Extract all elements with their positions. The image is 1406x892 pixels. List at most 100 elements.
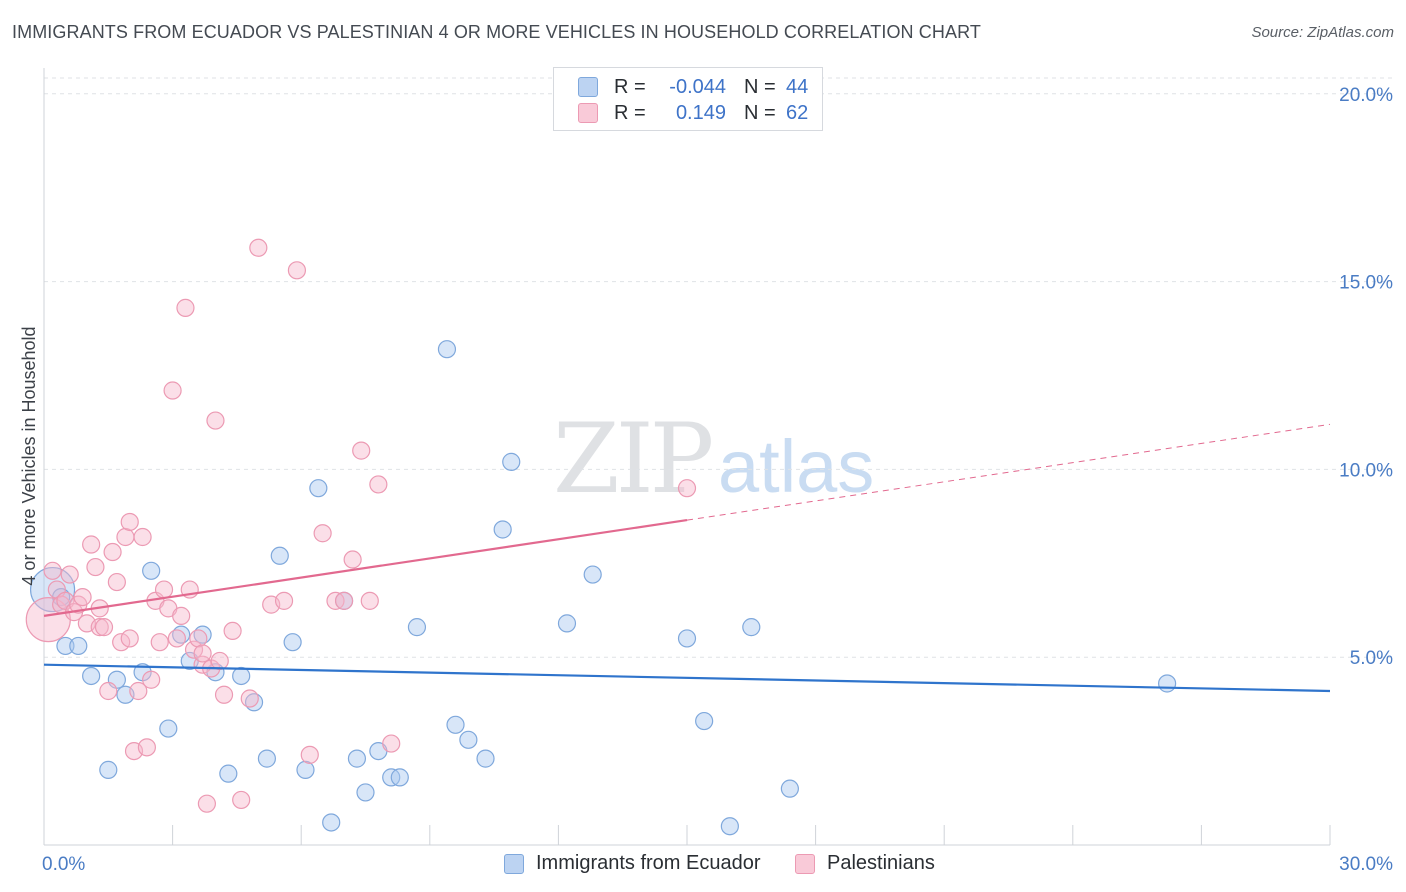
ecuador-point [142, 561, 161, 580]
legend-label-palestinians: Palestinians [827, 852, 935, 874]
ecuador-point [493, 520, 512, 539]
watermark-atlas: atlas [718, 425, 874, 508]
palestinians-trend-line-extension [686, 423, 1331, 521]
ecuador-point [390, 768, 409, 787]
ecuador-point [309, 479, 328, 498]
legend-n-value-ecuador: 44 [786, 75, 809, 98]
y-tick-labels: 5.0% 10.0% 15.0% 20.0% [1339, 85, 1393, 669]
x-tick-label-min: 0.0% [42, 854, 85, 875]
legend-label-ecuador: Immigrants from Ecuador [536, 852, 761, 874]
ecuador-point [742, 618, 761, 637]
legend-r-value-palestinians: 0.149 [675, 101, 726, 124]
legend-row-ecuador: R = -0.044 N = 44 [578, 75, 808, 99]
legend-swatch-ecuador [504, 853, 524, 874]
y-tick-label: 20.0% [1339, 85, 1393, 106]
ecuador-point [347, 749, 367, 768]
palestinians-point [86, 557, 105, 577]
palestinians-point [214, 685, 234, 704]
palestinians-point [60, 565, 79, 584]
palestinians-point [369, 475, 388, 494]
y-tick-label: 5.0% [1350, 648, 1393, 669]
palestinians-point [223, 621, 242, 641]
ecuador-point [159, 719, 178, 738]
ecuador-trend-line [43, 663, 1331, 693]
x-tick-labels: 0.0% 30.0% [42, 854, 1393, 875]
palestinians-point [197, 794, 216, 813]
legend-swatch-palestinians [795, 853, 815, 874]
palestinians-point [167, 629, 186, 648]
gridlines [44, 77, 1392, 658]
palestinians-point [193, 644, 212, 663]
ecuador-point [322, 813, 341, 832]
palestinians-point [176, 298, 195, 317]
palestinians-point [129, 681, 148, 701]
palestinians-point [274, 591, 294, 610]
ecuador-point [1158, 674, 1177, 693]
ecuador-point [99, 760, 118, 779]
palestinians-point [206, 411, 225, 430]
y-axis-label: 4 or more Vehicles in Household [19, 326, 39, 585]
palestinians-point [360, 591, 379, 610]
palestinians-point [99, 681, 118, 701]
legend-row-palestinians: R = 0.149 N = 62 [578, 101, 808, 125]
palestinians-point [240, 689, 259, 708]
palestinians-point [150, 633, 169, 652]
palestinians-point [43, 561, 62, 580]
palestinians-point [313, 524, 332, 543]
chart-title: IMMIGRANTS FROM ECUADOR VS PALESTINIAN 4… [12, 22, 981, 42]
y-tick-label: 10.0% [1339, 460, 1393, 481]
ecuador-point [56, 636, 75, 656]
ecuador-point [720, 817, 739, 836]
palestinians-point [116, 527, 135, 547]
trend-lines [43, 423, 1331, 693]
palestinians-point [94, 618, 114, 637]
palestinians-point [142, 670, 161, 689]
palestinians-point [107, 572, 126, 592]
palestinians-point [210, 651, 229, 671]
palestinians-point [172, 606, 191, 625]
ecuador-point [257, 749, 277, 768]
legend-n-value-palestinians: 62 [786, 101, 809, 124]
palestinians-point [154, 580, 174, 599]
palestinians-point [677, 479, 697, 498]
ecuador-point [407, 618, 427, 637]
ecuador-point [677, 629, 697, 648]
palestinians-point [232, 790, 251, 810]
ecuador-point [232, 666, 251, 686]
ecuador-point [437, 340, 457, 359]
palestinians-point [287, 261, 307, 280]
series-palestinians [25, 238, 697, 813]
ecuador-point [29, 566, 76, 613]
ecuador-point [695, 711, 714, 731]
palestinians-point [189, 629, 208, 648]
ecuador-point [459, 730, 478, 749]
watermark-zip: ZIP [553, 403, 712, 515]
palestinians-point [382, 734, 401, 753]
ecuador-point [82, 666, 101, 686]
palestinians-point [82, 535, 101, 554]
y-tick-label: 15.0% [1339, 273, 1393, 294]
legend-item-palestinians: Palestinians [795, 852, 935, 875]
palestinians-point [352, 441, 371, 460]
ecuador-point [476, 749, 495, 768]
ecuador-point [583, 565, 602, 584]
ecuador-point [270, 546, 289, 565]
ecuador-point [356, 783, 375, 802]
palestinians-point [334, 591, 354, 610]
palestinians-point [300, 745, 319, 764]
palestinians-point [103, 542, 122, 562]
chart-source: Source: ZipAtlas.com [1251, 24, 1394, 41]
legend-n-label: N = [744, 75, 776, 98]
palestinians-point [133, 527, 152, 547]
x-tick-label-max: 30.0% [1339, 854, 1393, 875]
legend-swatch-palestinians [578, 103, 598, 123]
ecuador-point [557, 614, 577, 633]
palestinians-point [163, 381, 182, 400]
palestinians-point [343, 550, 362, 569]
ecuador-point [446, 715, 465, 734]
palestinians-point [137, 738, 156, 757]
legend-r-label: R = [614, 75, 646, 98]
legend-item-ecuador: Immigrants from Ecuador [504, 852, 761, 875]
palestinians-point [120, 629, 139, 648]
